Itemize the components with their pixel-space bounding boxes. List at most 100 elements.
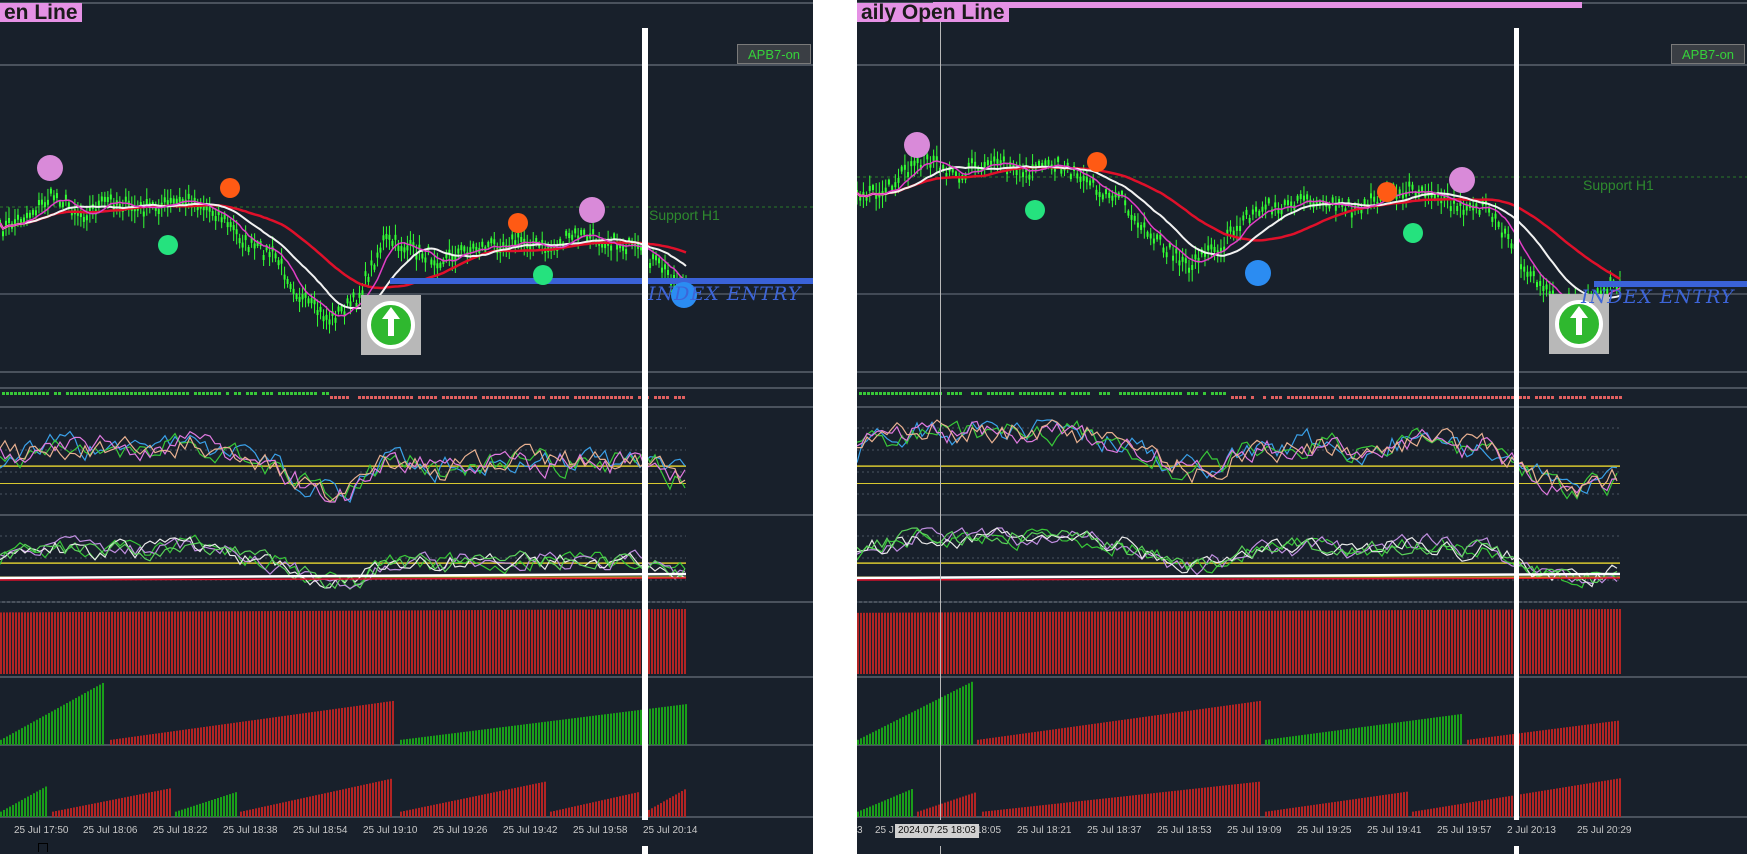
histogram-bar — [420, 610, 422, 674]
signal-dot-row — [1439, 396, 1442, 399]
histogram-bar — [493, 792, 495, 817]
histogram-bar — [81, 612, 83, 674]
candle-body — [460, 245, 463, 251]
signal-dot-row — [975, 392, 978, 395]
histogram-bar — [1325, 731, 1327, 745]
moving-average-slow — [857, 165, 1621, 280]
signal-dot-row — [586, 396, 589, 399]
histogram-bar — [1189, 789, 1191, 817]
signal-dot-row — [1287, 396, 1290, 399]
histogram-bar — [1418, 610, 1420, 674]
candle-body — [919, 164, 922, 170]
apb7-toggle-button[interactable]: APB7-on — [1671, 44, 1746, 64]
histogram-bar — [935, 805, 937, 817]
signal-dot-row — [1151, 392, 1154, 395]
histogram-bar — [1187, 710, 1189, 745]
histogram-bar — [1454, 804, 1456, 817]
histogram-bar — [480, 610, 482, 674]
right-chart-window[interactable]: aily Open Line APB7-on Support H1 INDEX … — [857, 0, 1747, 854]
candle-body — [1165, 252, 1168, 258]
histogram-bar — [1289, 736, 1291, 745]
histogram-bar — [1151, 611, 1153, 674]
histogram-bar — [30, 723, 32, 745]
histogram-bar — [878, 729, 880, 745]
candle-body — [1146, 231, 1149, 237]
candle-body — [1022, 172, 1025, 178]
histogram-bar — [1139, 717, 1141, 745]
histogram-bar — [1373, 796, 1375, 817]
histogram-bar — [917, 612, 919, 674]
candle-body — [502, 242, 505, 248]
histogram-bar — [684, 789, 686, 817]
left-chart-canvas[interactable] — [0, 0, 813, 854]
histogram-bar — [541, 782, 543, 817]
histogram-bar — [598, 715, 600, 745]
histogram-bar — [484, 794, 486, 817]
candle-body — [577, 235, 580, 241]
histogram-bar — [1619, 778, 1621, 817]
histogram-bar — [169, 788, 171, 817]
histogram-bar — [935, 612, 937, 674]
signal-dot-row — [522, 396, 525, 399]
histogram-bar — [941, 697, 943, 745]
histogram-bar — [1391, 610, 1393, 674]
signal-dot-row — [1551, 396, 1554, 399]
histogram-bar — [977, 612, 979, 674]
signal-dot-row — [1263, 396, 1266, 399]
candle-body — [664, 264, 667, 270]
signal-dot-row — [46, 392, 49, 395]
histogram-bar — [878, 612, 880, 674]
signal-dot-row — [1315, 396, 1318, 399]
histogram-bar — [210, 611, 212, 674]
histogram-bar — [390, 610, 392, 674]
histogram-bar — [672, 796, 674, 817]
histogram-bar — [492, 609, 494, 674]
histogram-bar — [1001, 612, 1003, 674]
histogram-bar — [1391, 723, 1393, 745]
histogram-bar — [1099, 798, 1101, 817]
histogram-bar — [661, 707, 663, 745]
histogram-bar — [357, 610, 359, 674]
oscillator-baseline-red — [857, 577, 1621, 581]
histogram-bar — [1238, 703, 1240, 745]
histogram-bar — [1135, 795, 1137, 817]
signal-dot — [1087, 152, 1107, 172]
candle-body — [241, 242, 244, 248]
right-chart-canvas[interactable] — [857, 0, 1747, 854]
apb7-toggle-button[interactable]: APB7-on — [737, 44, 812, 64]
histogram-bar — [226, 795, 228, 817]
histogram-bar — [300, 610, 302, 674]
histogram-bar — [1067, 611, 1069, 674]
histogram-bar — [944, 695, 946, 745]
histogram-bar — [1509, 734, 1511, 745]
histogram-bar — [555, 609, 557, 674]
left-chart-window[interactable]: en Line APB7-on Support H1 INDEX ENTRY 2… — [0, 0, 813, 854]
histogram-bar — [1337, 610, 1339, 674]
histogram-bar — [1085, 724, 1087, 745]
histogram-bar — [1244, 703, 1246, 745]
histogram-bar — [959, 612, 961, 674]
histogram-bar — [1247, 702, 1249, 745]
histogram-bar — [1175, 611, 1177, 674]
signal-dot-row — [1195, 392, 1198, 395]
signal-dot-row — [1619, 396, 1622, 399]
histogram-bar — [1004, 736, 1006, 745]
histogram-bar — [1075, 801, 1077, 817]
histogram-bar — [1259, 610, 1261, 674]
histogram-bar — [893, 796, 895, 817]
daily-open-line-label: aily Open Line — [857, 2, 1009, 23]
histogram-bar — [348, 787, 350, 817]
histogram-bar — [1451, 609, 1453, 674]
histogram-bar — [189, 611, 191, 674]
signal-dot-row — [875, 392, 878, 395]
histogram-bar — [1358, 727, 1360, 745]
candle-body — [954, 171, 957, 177]
histogram-bar — [148, 792, 150, 817]
signal-dot-row — [1007, 392, 1010, 395]
candle-body — [1350, 212, 1353, 218]
signal-dot-row — [1135, 392, 1138, 395]
candle-body — [1248, 217, 1251, 223]
signal-dot-row — [510, 396, 513, 399]
histogram-bar — [1575, 726, 1577, 745]
moving-average-fast — [0, 199, 687, 317]
